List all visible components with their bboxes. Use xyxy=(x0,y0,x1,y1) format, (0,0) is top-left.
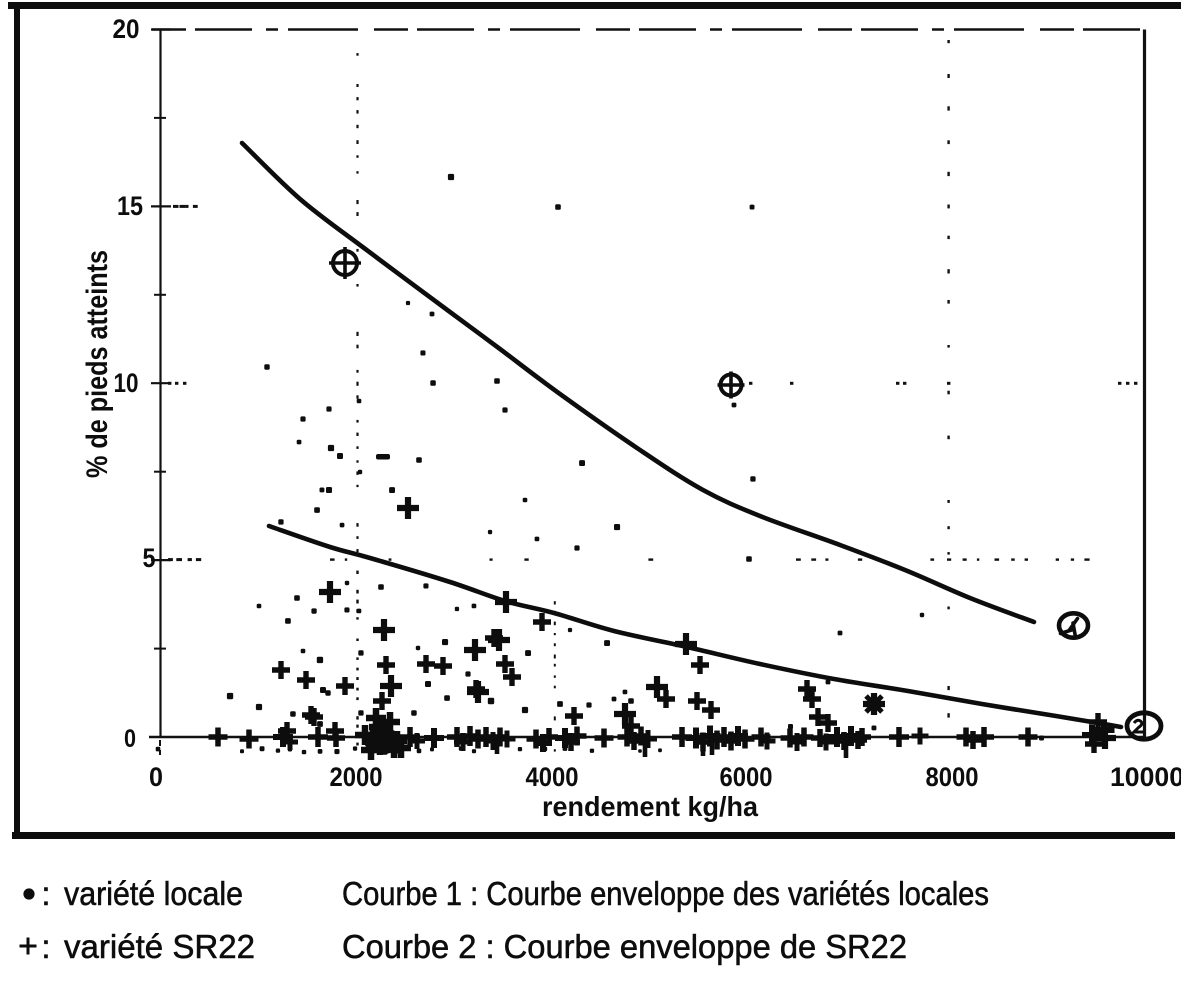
svg-text:20: 20 xyxy=(113,14,140,44)
svg-text:Courbe 1 : Courbe enveloppe de: Courbe 1 : Courbe enveloppe des variétés… xyxy=(342,875,989,912)
svg-text:% de pieds atteints: % de pieds atteints xyxy=(81,250,114,478)
svg-text:8000: 8000 xyxy=(926,762,979,792)
svg-text:Courbe 2 : Courbe enveloppe de: Courbe 2 : Courbe enveloppe de SR22 xyxy=(342,928,907,965)
svg-text:variété locale: variété locale xyxy=(64,875,243,912)
svg-text:15: 15 xyxy=(117,191,143,221)
svg-text:2000: 2000 xyxy=(330,762,383,792)
svg-text:variété SR22: variété SR22 xyxy=(64,928,255,965)
svg-text:10: 10 xyxy=(114,368,139,398)
svg-text:rendement kg/ha: rendement kg/ha xyxy=(542,791,758,822)
svg-text:0: 0 xyxy=(149,762,163,792)
svg-text::: : xyxy=(41,875,50,912)
svg-text:4000: 4000 xyxy=(526,762,579,792)
svg-text:6000: 6000 xyxy=(720,762,773,792)
svg-text:0: 0 xyxy=(124,725,136,753)
svg-text:5: 5 xyxy=(143,543,156,573)
svg-text::: : xyxy=(41,928,50,965)
svg-text:10000: 10000 xyxy=(1110,762,1181,792)
